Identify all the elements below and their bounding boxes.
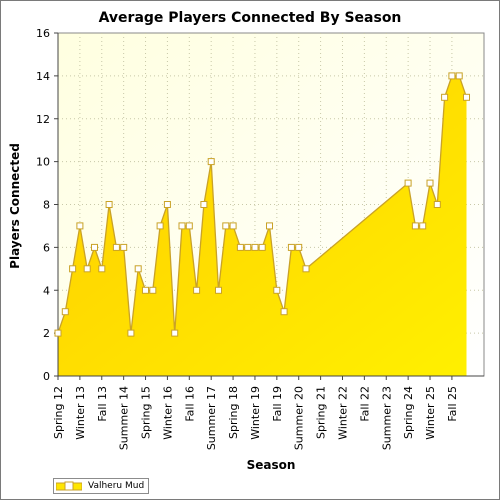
- y-tick-labels: 0 2 4 6 8 10 12 14 16: [36, 27, 50, 383]
- x-tick-label: Fall 25: [446, 386, 459, 422]
- data-point-marker: [142, 286, 149, 294]
- data-point-marker: [287, 243, 295, 251]
- y-tick-label: 6: [43, 241, 50, 254]
- x-tick-label: Fall 22: [358, 386, 371, 422]
- x-tick-labels: Spring 12 Winter 13 Fall 13 Summer 14 Spring…: [52, 386, 459, 450]
- x-tick-label: Summer 14: [118, 386, 131, 450]
- data-point-marker: [455, 72, 463, 80]
- x-tick-label: Fall 19: [271, 386, 284, 422]
- data-point-marker: [411, 222, 419, 230]
- data-point-marker: [441, 93, 449, 101]
- data-point-marker: [273, 286, 281, 294]
- data-point-marker: [127, 329, 135, 337]
- data-point-marker: [156, 222, 164, 230]
- data-point-marker: [105, 201, 113, 208]
- y-tick-label: 12: [36, 113, 50, 126]
- data-point-marker: [171, 329, 179, 337]
- x-tick-label: Summer 20: [293, 386, 306, 450]
- legend: Valheru Mud: [53, 478, 150, 494]
- x-tick-label: Summer 17: [205, 386, 218, 450]
- y-tick-label: 4: [43, 284, 50, 297]
- data-point-marker: [448, 72, 456, 80]
- data-point-marker: [266, 222, 273, 230]
- x-tick-label: Spring 12: [52, 386, 65, 439]
- data-point-marker: [76, 222, 84, 230]
- data-point-marker: [280, 308, 288, 316]
- legend-swatch-icon: [56, 481, 82, 491]
- data-point-marker: [83, 265, 91, 273]
- data-point-marker: [215, 286, 222, 294]
- y-tick-label: 10: [36, 156, 50, 169]
- data-point-marker: [404, 179, 412, 187]
- data-point-marker: [244, 243, 252, 251]
- y-axis-label: Players Connected: [8, 143, 22, 269]
- data-point-marker: [258, 243, 266, 251]
- x-tick-label: Spring 18: [227, 386, 240, 439]
- series-area-layer: [57, 75, 468, 377]
- x-tick-label: Summer 23: [380, 386, 393, 450]
- data-point-marker: [200, 201, 208, 208]
- data-point-marker: [229, 222, 237, 230]
- x-tick-label: Spring 24: [402, 386, 415, 439]
- x-tick-label: Winter 22: [336, 386, 349, 440]
- data-point-marker: [207, 158, 215, 166]
- x-tick-label: Winter 19: [249, 386, 262, 440]
- data-point-marker: [193, 286, 201, 294]
- data-point-marker: [302, 265, 310, 273]
- data-point-marker: [61, 308, 69, 316]
- x-tick-label: Winter 16: [161, 386, 174, 440]
- y-tick-label: 8: [43, 199, 50, 212]
- series-markers: [54, 72, 470, 337]
- data-point-marker: [134, 265, 142, 273]
- data-point-marker: [98, 265, 106, 273]
- x-tick-label: Fall 16: [183, 386, 196, 422]
- data-point-marker: [54, 329, 62, 337]
- chart-title: Average Players Connected By Season: [99, 10, 402, 26]
- y-tick-label: 16: [36, 27, 50, 40]
- legend-label: Valheru Mud: [88, 481, 145, 491]
- data-point-marker: [419, 222, 427, 230]
- data-point-marker: [178, 222, 186, 230]
- data-point-marker: [295, 243, 303, 251]
- y-tick-label: 2: [43, 327, 50, 340]
- data-point-marker: [222, 222, 230, 230]
- data-point-marker: [433, 201, 441, 208]
- x-axis-label: Season: [247, 458, 296, 472]
- data-point-marker: [251, 243, 259, 251]
- x-tick-label: Fall 13: [96, 386, 109, 422]
- y-tick-label: 0: [43, 370, 50, 383]
- x-tick-label: Spring 21: [315, 386, 328, 439]
- data-point-marker: [163, 201, 171, 208]
- data-point-marker: [236, 243, 244, 251]
- data-point-marker: [91, 243, 98, 251]
- data-point-marker: [426, 179, 434, 187]
- data-point-marker: [112, 243, 120, 251]
- data-point-marker: [120, 243, 128, 251]
- data-point-marker: [185, 222, 193, 230]
- y-tick-label: 14: [36, 70, 50, 83]
- data-point-marker: [463, 93, 470, 101]
- x-tick-label: Spring 15: [140, 386, 153, 439]
- x-tick-label: Winter 13: [74, 386, 87, 440]
- data-point-marker: [69, 265, 77, 273]
- series-line: [57, 75, 468, 334]
- x-tick-label: Winter 25: [424, 386, 437, 440]
- data-point-marker: [149, 286, 157, 294]
- series-area: [58, 75, 467, 377]
